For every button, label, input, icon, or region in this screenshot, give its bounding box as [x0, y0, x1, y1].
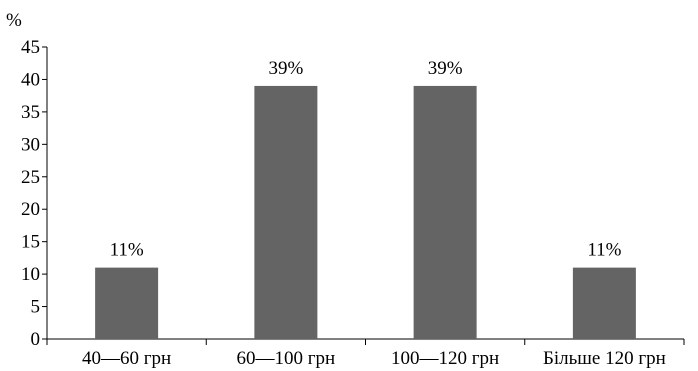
y-axis-unit-label: %	[6, 10, 22, 31]
bars	[95, 85, 636, 339]
x-tick-label: 60—100 грн	[237, 348, 336, 369]
y-tick-label: 25	[21, 167, 40, 188]
y-ticks: 0 5 10 15 20 25 30 35 40 45	[21, 37, 47, 350]
y-tick-label: 40	[21, 69, 40, 90]
data-label: 11%	[110, 240, 144, 261]
data-labels: 11% 39% 39% 11%	[110, 58, 622, 261]
y-axis: %	[6, 10, 48, 339]
y-tick-label: 5	[31, 297, 41, 318]
y-tick-label: 0	[31, 329, 41, 350]
bar	[95, 267, 159, 339]
x-tick-label: 100—120 грн	[391, 348, 499, 369]
x-ticks: 40—60 грн 60—100 грн 100—120 грн Більше 120…	[46, 339, 685, 369]
y-tick-label: 15	[21, 232, 40, 253]
bar	[254, 85, 318, 339]
data-label: 39%	[268, 58, 303, 79]
x-tick-label: 40—60 грн	[82, 348, 171, 369]
data-label: 39%	[428, 58, 463, 79]
x-tick-label: Більше 120 грн	[543, 348, 666, 369]
bar	[572, 267, 636, 339]
y-tick-label: 35	[21, 102, 40, 123]
y-tick-label: 10	[21, 264, 40, 285]
y-tick-label: 20	[21, 199, 40, 220]
y-tick-label: 30	[21, 134, 40, 155]
bar	[413, 85, 477, 339]
data-label: 11%	[587, 240, 621, 261]
y-tick-label: 45	[21, 37, 40, 58]
